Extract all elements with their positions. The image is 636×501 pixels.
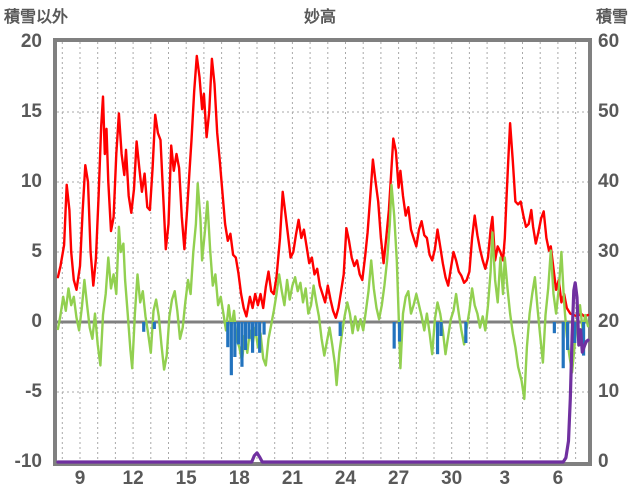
x-axis-tick-label: 27 [388, 468, 410, 489]
x-axis-tick-label: 12 [122, 468, 144, 489]
left-axis-tick-label: 10 [20, 171, 42, 192]
left-axis-title: 積雪以外 [4, 9, 69, 26]
blue-bars-bar [229, 322, 233, 376]
right-axis-tick-label: 50 [598, 101, 620, 122]
blue-bars-bar [561, 322, 565, 369]
blue-bars-bar [552, 322, 556, 334]
x-axis-tick-label: 6 [552, 468, 564, 489]
x-axis-tick-label: 30 [441, 468, 463, 489]
right-axis-tick-label: 0 [598, 451, 609, 472]
blue-bars-bar [240, 322, 244, 367]
right-axis-tick-label: 30 [598, 241, 620, 262]
blue-bars-bar [338, 322, 342, 336]
blue-bars-bar [243, 322, 248, 350]
blue-bars-bar [435, 322, 440, 355]
left-axis-tick-label: 0 [31, 311, 42, 332]
blue-bars-bar [247, 322, 251, 339]
blue-bars-bar [152, 322, 156, 329]
blue-bars-bar [573, 322, 577, 343]
blue-bars-bar [581, 322, 586, 356]
blue-bars-bar [258, 322, 262, 353]
blue-bars-bar [566, 322, 570, 350]
blue-bars-bar [397, 322, 402, 342]
right-axis-tick-label: 10 [598, 381, 620, 402]
blue-bars-bar [464, 322, 468, 343]
x-axis-tick-label: 21 [281, 468, 303, 489]
purple-line [56, 281, 590, 464]
chart-title: 妙高 [303, 9, 336, 26]
right-axis-tick-label: 20 [598, 311, 620, 332]
left-axis-tick-label: 20 [20, 31, 42, 52]
blue-bars-bar [236, 322, 241, 345]
red-line [56, 54, 590, 319]
x-axis-tick-label: 24 [334, 468, 357, 489]
blue-bars-bar [254, 322, 258, 336]
plot-area [53, 38, 592, 466]
blue-bars-bar [392, 322, 396, 349]
left-axis-tick-label: 15 [20, 101, 42, 122]
blue-bars-bar [142, 322, 146, 332]
blue-bars-bar [226, 322, 230, 348]
right-axis-title: 積雪 [595, 9, 628, 26]
blue-bars-bar [250, 322, 255, 353]
blue-bars-bar [439, 322, 443, 336]
right-axis-tick-label: 60 [598, 31, 620, 52]
x-axis-tick-label: 9 [74, 468, 86, 489]
right-axis-tick-label: 40 [598, 171, 620, 192]
left-axis-tick-label: 5 [31, 241, 42, 262]
chart-svg [56, 42, 590, 464]
green-line [56, 182, 590, 401]
left-axis-tick-label: -10 [14, 451, 42, 472]
blue-bars-bar [262, 322, 266, 335]
x-axis-tick-label: 18 [228, 468, 250, 489]
x-axis-tick-label: 15 [175, 468, 197, 489]
x-axis-tick-label: 3 [499, 468, 511, 489]
blue-bars-bar [233, 322, 237, 357]
left-axis-tick-label: -5 [25, 381, 42, 402]
